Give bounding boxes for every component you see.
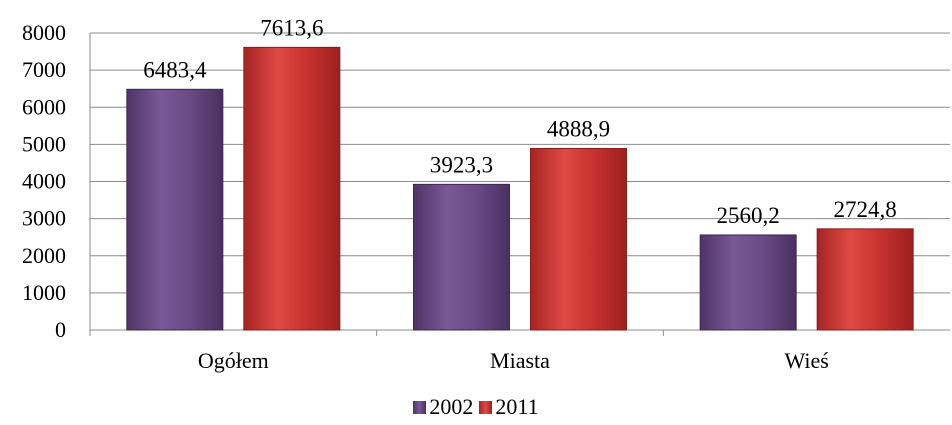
x-tick-label: Wieś [785,348,829,373]
tick-labels: 0 1000 2000 3000 4000 5000 6000 7000 8000 Ogółem M… [22,20,829,373]
bar-2011-Miasta [530,147,627,331]
legend: 2002 2011 [0,394,952,420]
y-tick-label: 8000 [22,20,66,45]
x-tick-label: Ogółem [198,348,269,373]
x-tick-label: Miasta [490,348,550,373]
y-tick-label: 1000 [22,280,66,305]
legend-swatch-2002 [413,400,427,414]
data-labels: 6483,4 7613,6 3923,3 4888,9 2560,2 2724,8 [143,15,897,228]
y-tick-label: 7000 [22,57,66,82]
legend-item-2002: 2002 [413,394,473,420]
y-tick-label: 3000 [22,206,66,231]
data-label: 7613,6 [260,15,323,40]
data-label: 4888,9 [547,116,610,141]
data-label: 2724,8 [834,197,897,222]
bar-2002-Ogółem [126,88,224,331]
bar-2011-Wieś [816,228,914,331]
bars [126,46,914,331]
data-label: 3923,3 [430,152,493,177]
bar-2002-Miasta [413,183,510,331]
legend-swatch-2011 [479,400,493,414]
bar-2011-Ogółem [243,46,341,331]
y-tick-label: 6000 [22,94,66,119]
data-label: 2560,2 [717,203,780,228]
legend-item-2011: 2011 [479,394,539,420]
y-tick-label: 4000 [22,169,66,194]
y-tick-label: 2000 [22,243,66,268]
y-tick-label: 5000 [22,131,66,156]
axes [89,33,950,336]
gridlines [90,32,950,294]
legend-label-2002: 2002 [429,394,474,419]
bar-2002-Wieś [699,234,797,331]
data-label: 6483,4 [143,57,207,82]
y-tick-label: 0 [55,317,66,342]
legend-label-2011: 2011 [495,394,539,419]
